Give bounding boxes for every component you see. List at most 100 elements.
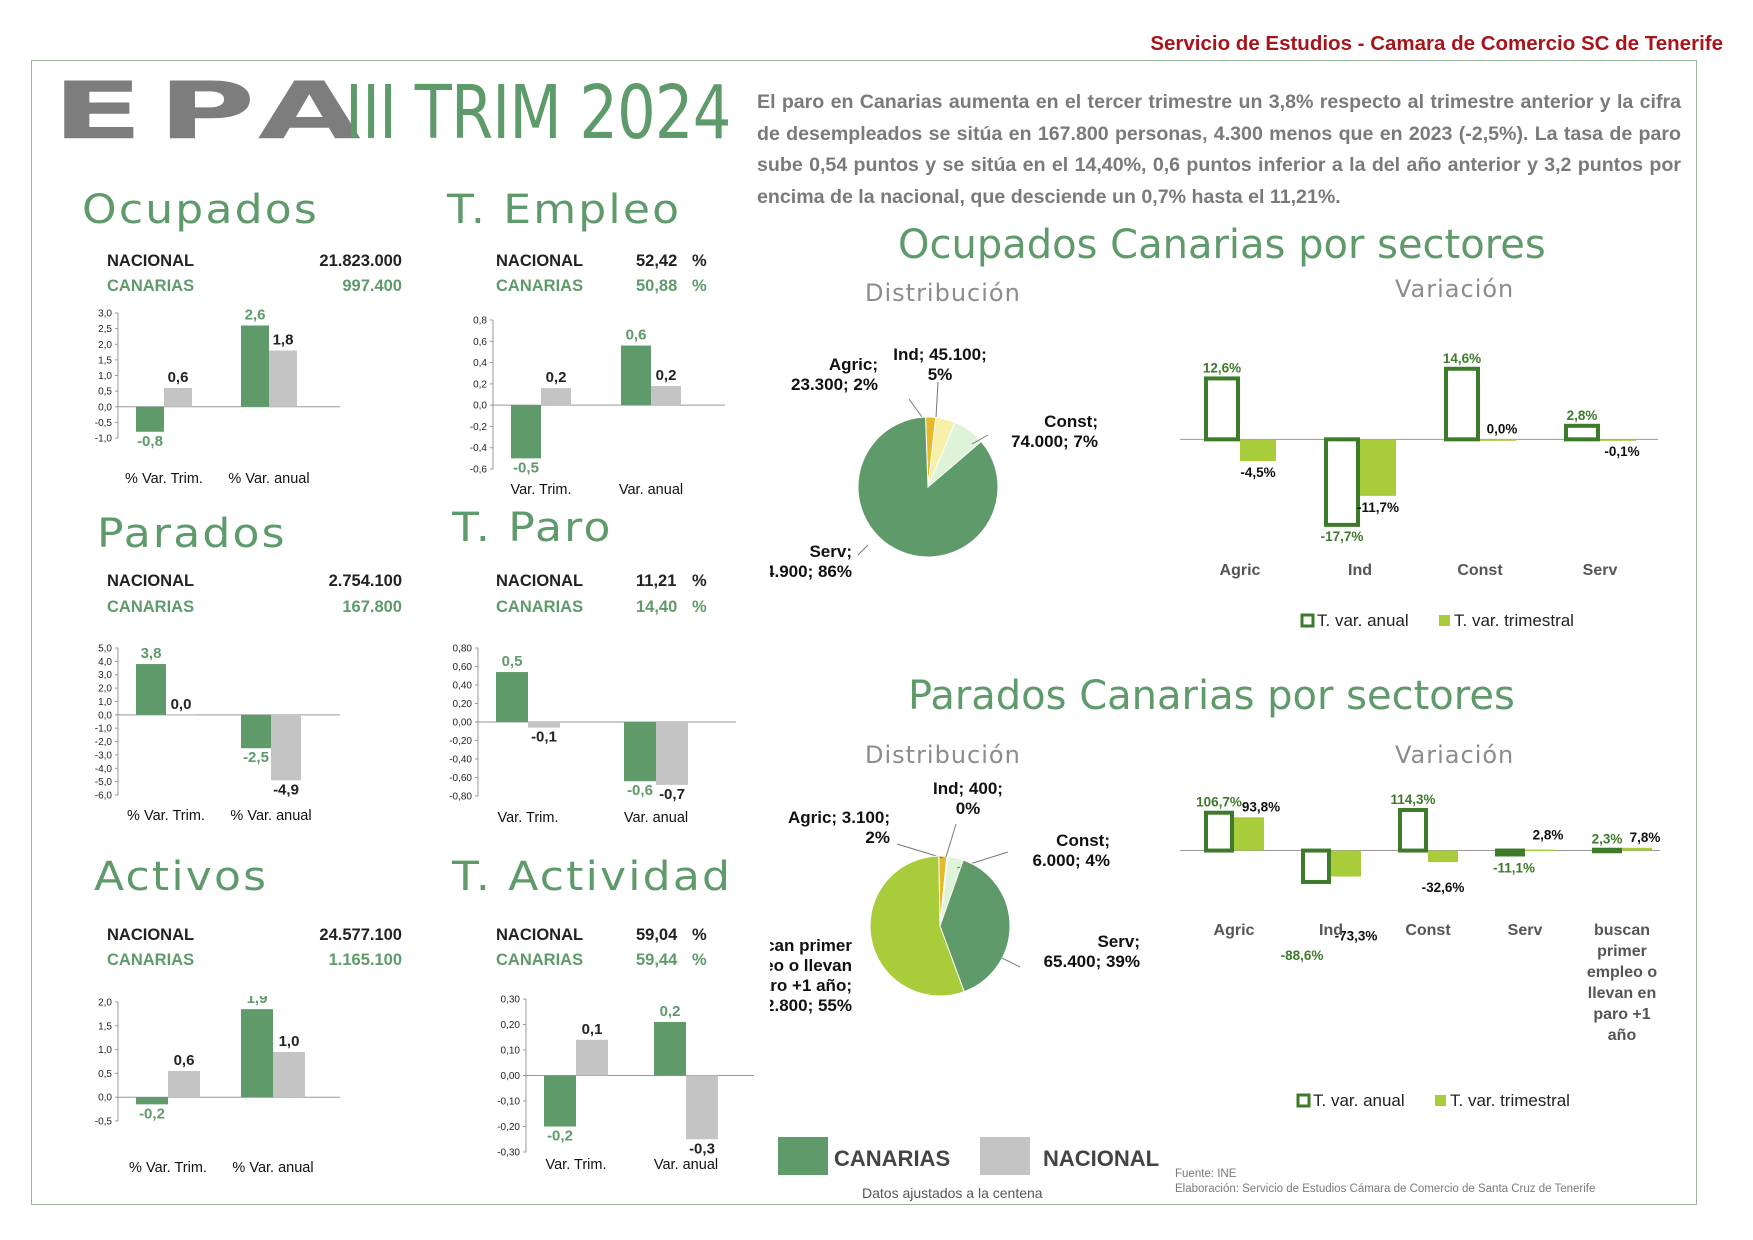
ocupados-sectores-title: Ocupados Canarias por sectores <box>898 222 1546 268</box>
data-label: -73,3% <box>1335 929 1378 944</box>
data-label: 0,6 <box>626 327 647 344</box>
y-tick-label: 0,60 <box>453 662 473 673</box>
y-tick-label: -0,10 <box>497 1097 520 1108</box>
x-category-label: Var. anual <box>624 810 688 826</box>
nacional-label: NACIONAL <box>107 926 195 944</box>
parados-canarias-value: 167.800 <box>342 598 402 616</box>
y-tick-label: 0,0 <box>473 401 487 412</box>
anual-bar <box>1592 847 1622 854</box>
y-tick-label: 0,20 <box>453 699 473 710</box>
nacional-bar <box>273 1051 305 1098</box>
canarias-label: CANARIAS <box>496 598 584 616</box>
t-actividad-values: NACIONAL 59,04 % CANARIAS 59,44 % <box>496 926 711 974</box>
x-category-label: Agric <box>1220 562 1261 579</box>
parados-sectores-title: Parados Canarias por sectores <box>908 673 1515 719</box>
anual-bar <box>1204 810 1234 853</box>
x-category-label: primer <box>1597 943 1647 960</box>
trim-title: III TRIM 2024 <box>345 70 731 156</box>
activos-values: NACIONAL 24.577.100 CANARIAS 1.165.100 <box>107 926 402 974</box>
trimestral-bar <box>1600 439 1636 441</box>
data-label: 12,6% <box>1203 360 1241 375</box>
pie-slice-buscan <box>869 855 965 997</box>
data-label: 0,6 <box>174 1052 195 1069</box>
nacional-bar <box>271 714 301 781</box>
nacional-bar <box>164 388 192 407</box>
canarias-bar <box>241 1009 273 1098</box>
x-category-label: % Var. Trim. <box>129 1160 207 1176</box>
pie-slice-label: 5% <box>928 365 953 384</box>
canarias-bar <box>624 722 656 782</box>
t-empleo-canarias-value: 50,88 <box>636 277 678 295</box>
ocupados-nacional-value: 21.823.000 <box>319 252 402 270</box>
legend-trimestral-label: T. var. trimestral <box>1450 1091 1570 1110</box>
canarias-bar <box>241 714 271 749</box>
percent-unit: % <box>692 951 707 969</box>
y-tick-label: -0,20 <box>497 1122 520 1133</box>
data-label: 1,9 <box>247 996 268 1007</box>
nacional-bar <box>168 1071 200 1098</box>
data-label: 106,7% <box>1196 795 1242 810</box>
anual-bar <box>1324 437 1360 527</box>
data-label: 0,2 <box>546 369 567 386</box>
y-tick-label: 0,0 <box>98 402 112 413</box>
data-label: -11,1% <box>1493 860 1535 875</box>
activos-title: Activos <box>94 854 269 900</box>
y-tick-label: 0,40 <box>453 681 473 692</box>
y-tick-label: -0,20 <box>449 736 472 747</box>
y-tick-label: -4,0 <box>95 764 113 775</box>
x-category-label: año <box>1608 1027 1637 1044</box>
t-actividad-title: T. Actividad <box>452 854 733 900</box>
pie-slice-label: 92.800; 55% <box>770 996 852 1015</box>
canarias-bar <box>496 672 528 722</box>
data-label: -0,2 <box>139 1105 165 1122</box>
canarias-bar <box>241 325 269 407</box>
legend-nacional-label: NACIONAL <box>1043 1146 1160 1171</box>
canarias-label: CANARIAS <box>107 277 195 295</box>
data-label: -88,6% <box>1281 948 1324 963</box>
nacional-bar <box>528 722 560 728</box>
data-label: 3,8 <box>141 645 162 662</box>
data-label: 93,8% <box>1242 799 1280 814</box>
trimestral-bar <box>1360 439 1396 496</box>
data-label: 7,8% <box>1630 830 1661 845</box>
data-label: 1,0 <box>279 1033 300 1050</box>
data-label: -32,6% <box>1422 880 1465 895</box>
canarias-label: CANARIAS <box>496 277 584 295</box>
percent-unit: % <box>692 598 707 616</box>
pie-slice-label: en paro +1 año; <box>770 976 852 995</box>
trimestral-bar <box>1234 817 1264 851</box>
pie-slice-label: 2% <box>865 828 890 847</box>
leader-line <box>908 398 923 418</box>
pie-slice-label: 74.000; 7% <box>1011 432 1098 451</box>
leader-line <box>935 381 939 418</box>
trimestral-bar <box>1331 850 1361 877</box>
data-label: 0,2 <box>660 1003 681 1020</box>
data-label: 0,5 <box>502 653 523 670</box>
x-category-label: Var. Trim. <box>546 1157 607 1173</box>
y-tick-label: 1,5 <box>98 1021 112 1032</box>
data-label: 2,6 <box>245 307 266 324</box>
leader-line <box>971 434 989 445</box>
pie-slice-label: Const; <box>1056 831 1110 850</box>
data-label: -0,6 <box>627 782 653 799</box>
legend-nacional-swatch <box>980 1137 1030 1175</box>
data-label: -0,8 <box>137 433 163 450</box>
pie-slice-label: Agric; <box>829 355 878 374</box>
x-category-label: llevan en <box>1588 985 1656 1002</box>
y-tick-label: 2,5 <box>98 324 112 335</box>
legend-anual-label: T. var. anual <box>1317 611 1409 630</box>
data-label: 2,8% <box>1567 408 1598 423</box>
y-tick-label: -1,0 <box>95 434 113 445</box>
pie-slice-label: Agric; 3.100; <box>788 808 890 827</box>
y-tick-label: 0,6 <box>473 337 487 348</box>
source-line-1: Fuente: INE <box>1175 1168 1237 1180</box>
source-note: Fuente: INE Elaboración: Servicio de Est… <box>1175 1167 1595 1197</box>
x-category-label: % Var. anual <box>230 808 311 824</box>
t-actividad-nacional-value: 59,04 <box>636 926 678 944</box>
y-tick-label: 0,00 <box>453 718 473 729</box>
y-tick-label: -0,6 <box>470 465 488 476</box>
x-category-label: Agric <box>1214 922 1255 939</box>
percent-unit: % <box>692 277 707 295</box>
ocupados-bar-chart: 3,0 2,5 2,0 1,5 1,0 0,5 0,0 -0,5 -1,0 -0,8 0,6 % Va… <box>95 307 340 487</box>
legend-anual-swatch <box>1296 1093 1311 1108</box>
